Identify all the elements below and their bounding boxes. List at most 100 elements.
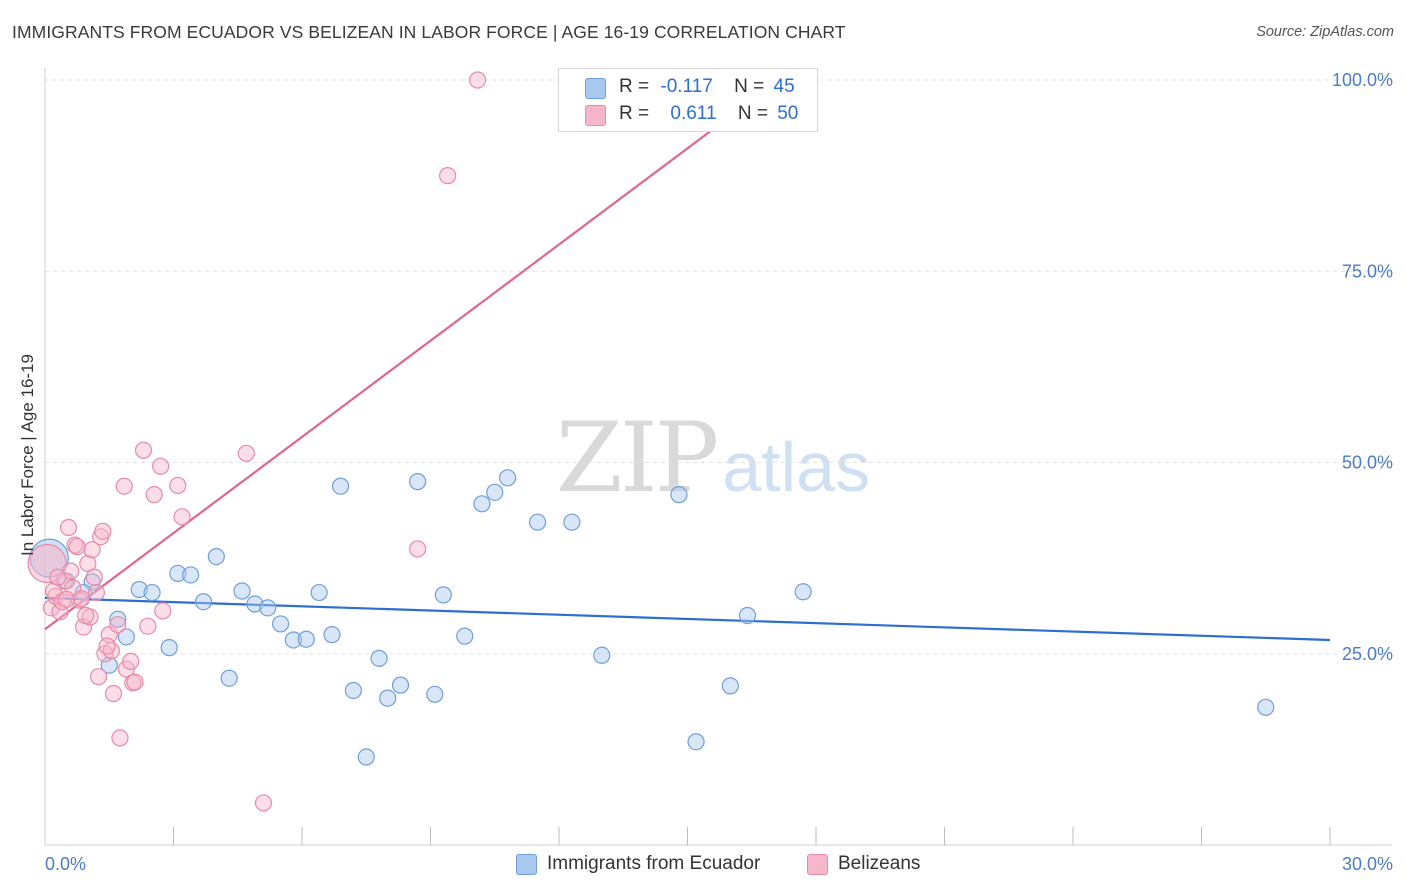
point-belizean[interactable] (152, 457, 170, 475)
trendline-belizean (44, 125, 719, 631)
point-belizean[interactable] (59, 518, 78, 537)
point-ecuador[interactable] (593, 646, 611, 664)
source-attribution: Source: ZipAtlas.com (1256, 24, 1394, 40)
point-ecuador[interactable] (434, 586, 452, 604)
point-ecuador[interactable] (473, 495, 491, 513)
point-belizean[interactable] (98, 637, 116, 655)
legend-r-label: R = (619, 76, 650, 97)
point-ecuador[interactable] (323, 626, 341, 644)
point-belizean[interactable] (104, 684, 123, 703)
point-ecuador[interactable] (1257, 698, 1275, 716)
series-label-ecuador: Immigrants from Ecuador (547, 853, 761, 874)
point-belizean[interactable] (169, 476, 187, 495)
point-belizean[interactable] (139, 617, 157, 635)
point-ecuador[interactable] (271, 615, 290, 633)
point-ecuador[interactable] (160, 639, 178, 657)
grid (45, 79, 1392, 655)
correlation-legend: R = -0.117 N = 45 R = 0.611 N = 50 (558, 68, 818, 132)
point-belizean[interactable] (109, 616, 127, 634)
legend-n-value: 45 (773, 76, 795, 97)
point-ecuador[interactable] (331, 477, 350, 495)
point-ecuador[interactable] (194, 593, 213, 611)
point-belizean[interactable] (409, 540, 427, 558)
legend-swatch-ecuador (585, 78, 606, 99)
legend-text-ecuador: R = -0.117 N = 45 (619, 76, 795, 98)
point-belizean[interactable] (439, 167, 457, 185)
point-ecuador[interactable] (233, 582, 251, 600)
point-ecuador[interactable] (344, 681, 362, 700)
point-ecuador[interactable] (391, 676, 410, 694)
point-ecuador[interactable] (130, 580, 148, 599)
legend-text-belizean: R = 0.611 N = 50 (619, 103, 798, 125)
point-belizean[interactable] (57, 590, 76, 609)
legend-swatch-belizean (585, 105, 606, 126)
axes (44, 68, 1392, 846)
point-ecuador[interactable] (284, 631, 303, 649)
point-belizean[interactable] (237, 444, 255, 462)
point-belizean[interactable] (77, 606, 95, 625)
x-tick-label: 0.0% (45, 854, 86, 874)
point-ecuador[interactable] (117, 628, 135, 646)
point-ecuador[interactable] (310, 583, 328, 602)
point-ecuador[interactable] (169, 564, 187, 583)
point-ecuador[interactable] (259, 599, 277, 617)
point-belizean[interactable] (126, 673, 144, 691)
point-ecuador[interactable] (738, 606, 757, 625)
point-belizean[interactable] (469, 71, 487, 89)
point-ecuador[interactable] (486, 483, 504, 501)
point-belizean[interactable] (68, 538, 86, 556)
point-ecuador[interactable] (721, 677, 739, 695)
legend-n-value: 50 (777, 103, 799, 124)
point-belizean[interactable] (94, 522, 112, 540)
point-belizean[interactable] (85, 568, 103, 586)
series-legend: Immigrants from Ecuador Belizeans (0, 852, 1406, 878)
point-ecuador[interactable] (297, 630, 315, 648)
trendline-ecuador (44, 596, 1331, 642)
watermark-atlas: atlas (722, 428, 871, 506)
legend-n-label: N = (734, 76, 765, 97)
point-belizean[interactable] (115, 477, 133, 495)
point-ecuador[interactable] (370, 649, 388, 667)
point-ecuador[interactable] (687, 733, 705, 751)
point-ecuador[interactable] (246, 595, 264, 613)
point-belizean[interactable] (145, 486, 163, 504)
point-belizean[interactable] (154, 602, 172, 620)
point-belizean[interactable] (89, 668, 108, 686)
point-ecuador[interactable] (670, 486, 688, 504)
point-ecuador[interactable] (207, 547, 225, 566)
point-belizean[interactable] (79, 554, 97, 573)
point-ecuador[interactable] (109, 610, 127, 628)
point-ecuador[interactable] (456, 627, 474, 645)
point-ecuador[interactable] (182, 566, 200, 584)
legend-r-value: 0.611 (670, 103, 717, 124)
point-belizean[interactable] (87, 583, 106, 602)
point-ecuador[interactable] (220, 669, 238, 687)
point-ecuador[interactable] (409, 473, 427, 491)
point-ecuador[interactable] (563, 513, 581, 531)
point-ecuador[interactable] (426, 685, 444, 703)
point-belizean[interactable] (134, 441, 153, 459)
point-belizean[interactable] (173, 508, 191, 526)
data-points (27, 71, 1275, 812)
point-belizean[interactable] (27, 543, 67, 584)
point-ecuador[interactable] (528, 513, 547, 531)
legend-n-label: N = (737, 103, 768, 124)
point-ecuador[interactable] (357, 748, 375, 766)
watermark-zip: ZIP (556, 402, 719, 514)
point-belizean[interactable] (122, 652, 140, 671)
series-swatch-belizean (807, 854, 828, 875)
point-ecuador[interactable] (379, 689, 397, 707)
point-ecuador[interactable] (143, 583, 161, 602)
series-swatch-ecuador (516, 854, 537, 875)
axis-labels: 25.0% 50.0% 75.0% 100.0% 0.0% 30.0% In Labor F… (18, 70, 1393, 874)
y-tick-label: 25.0% (1342, 644, 1393, 664)
point-ecuador[interactable] (794, 583, 812, 601)
legend-r-value: -0.117 (660, 76, 713, 97)
point-belizean[interactable] (254, 794, 273, 812)
point-belizean[interactable] (49, 568, 67, 586)
point-belizean[interactable] (111, 729, 129, 747)
chart-title: IMMIGRANTS FROM ECUADOR VS BELIZEAN IN L… (12, 22, 846, 42)
series-label-belizean: Belizeans (838, 853, 921, 874)
point-belizean[interactable] (72, 590, 91, 608)
point-ecuador[interactable] (499, 469, 517, 487)
